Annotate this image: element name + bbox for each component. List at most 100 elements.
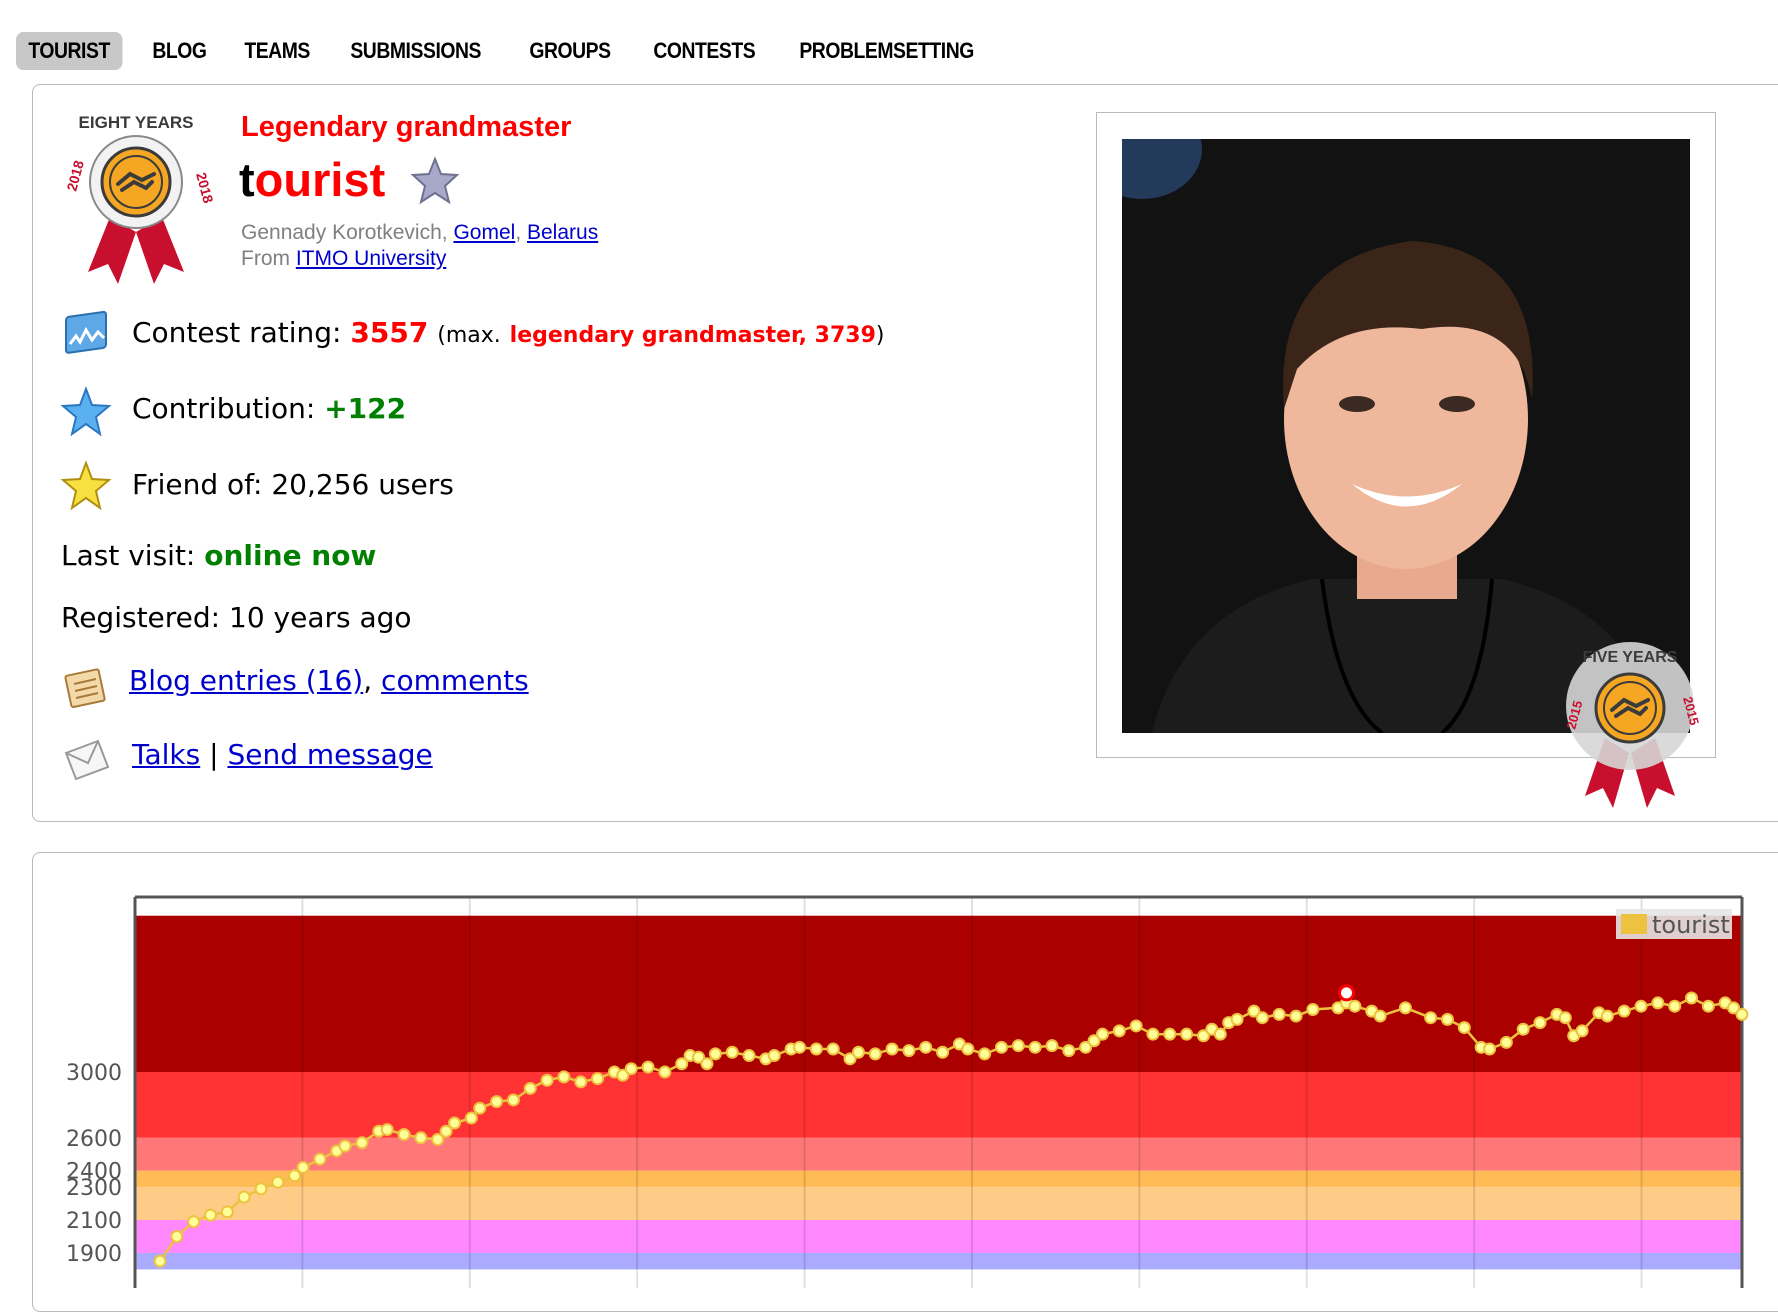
- comments-link[interactable]: comments: [381, 664, 529, 697]
- registered-row: Registered: 10 years ago: [61, 601, 412, 634]
- top-nav: TOURIST BLOG TEAMS SUBMISSIONS GROUPS CONTEST…: [16, 31, 1017, 71]
- rating-point: [288, 1169, 302, 1183]
- band-master: [135, 1187, 1742, 1221]
- user-organization: From ITMO University: [241, 247, 447, 270]
- rating-point: [380, 1123, 394, 1137]
- rating-point: [936, 1045, 950, 1059]
- rating-point: [1095, 1027, 1109, 1041]
- rating-point: [616, 1068, 630, 1082]
- rating-point: [1272, 1007, 1286, 1021]
- talks-link[interactable]: Talks: [132, 738, 201, 771]
- five-years-text: FIVE YEARS: [1583, 649, 1678, 666]
- rating-point: [1424, 1011, 1438, 1025]
- svg-text:2015: 2015: [1680, 695, 1702, 727]
- svg-text:2018: 2018: [63, 158, 87, 192]
- rating-point: [851, 1045, 865, 1059]
- rating-point: [1180, 1027, 1194, 1041]
- rating-point: [1146, 1027, 1160, 1041]
- nav-item-problemsetting[interactable]: PROBLEMSETTING: [799, 38, 975, 63]
- rating-point: [414, 1131, 428, 1145]
- rating-point: [1558, 1011, 1572, 1025]
- nav-item-contests[interactable]: CONTESTS: [652, 38, 755, 63]
- svg-text:2015: 2015: [1563, 699, 1585, 731]
- rating-point: [591, 1072, 605, 1086]
- rating-point: [203, 1208, 217, 1222]
- rating-point: [296, 1160, 310, 1174]
- rating-point: [1668, 999, 1682, 1013]
- rating-point: [254, 1182, 268, 1196]
- band-legendary-grandmaster: [135, 915, 1742, 1072]
- rating-point: [397, 1128, 411, 1142]
- rating-point: [271, 1175, 285, 1189]
- full-name: Gennady Korotkevich: [241, 221, 442, 244]
- rating-point: [1348, 999, 1362, 1013]
- rating-point: [700, 1057, 714, 1071]
- rating-point: [1457, 1021, 1471, 1035]
- send-message-link[interactable]: Send message: [227, 738, 433, 771]
- nav-item-tourist[interactable]: TOURIST: [16, 32, 123, 70]
- rating-point: [978, 1047, 992, 1061]
- rating-point: [1087, 1034, 1101, 1048]
- rating-point: [490, 1095, 504, 1109]
- rating-point: [187, 1215, 201, 1229]
- rating-point: [1499, 1035, 1513, 1049]
- y-tick-label: 2400: [66, 1160, 122, 1185]
- contest-rating-row: Contest rating: 3557 (max. legendary gra…: [132, 316, 885, 349]
- rating-point: [1701, 999, 1715, 1013]
- rating-point: [826, 1042, 840, 1056]
- rating-point: [767, 1049, 781, 1063]
- rating-point: [574, 1075, 588, 1089]
- rank-title: Legendary grandmaster: [241, 111, 572, 143]
- contribution-row: Contribution: +122: [132, 392, 407, 425]
- max-rating-marker: [1338, 984, 1355, 1002]
- y-tick-label: 2600: [66, 1127, 122, 1152]
- handle[interactable]: tourist: [239, 152, 385, 207]
- rating-point: [675, 1057, 689, 1071]
- rating-point: [355, 1136, 369, 1150]
- registered-value: 10 years ago: [229, 601, 412, 634]
- profile-box: [32, 84, 1778, 822]
- rating-point: [919, 1040, 933, 1054]
- friend-star-icon: [60, 460, 112, 511]
- last-visit-row: Last visit: online now: [61, 539, 377, 572]
- rating-point: [431, 1132, 445, 1146]
- nav-item-teams[interactable]: TEAMS: [244, 38, 311, 63]
- band-international-master: [135, 1170, 1742, 1188]
- blog-notepad-icon: [64, 668, 106, 709]
- max-rating-value: legendary grandmaster, 3739: [509, 323, 876, 348]
- rating-point: [1247, 1004, 1261, 1018]
- rating-chart-icon: [65, 310, 107, 354]
- rating-point: [1196, 1029, 1210, 1043]
- rating-point: [439, 1124, 453, 1138]
- blog-entries-link[interactable]: Blog entries (16): [129, 664, 364, 697]
- nav-item-submissions[interactable]: SUBMISSIONS: [350, 38, 481, 63]
- rating-point: [1373, 1009, 1387, 1023]
- y-tick-label: 3000: [66, 1061, 122, 1086]
- rating-point: [1533, 1016, 1547, 1030]
- rating-point: [220, 1205, 234, 1219]
- rating-point: [1483, 1042, 1497, 1056]
- rating-point: [1634, 999, 1648, 1013]
- rating-point: [961, 1042, 975, 1056]
- y-tick-label: 1900: [66, 1242, 122, 1267]
- add-friend-star-icon[interactable]: [409, 156, 461, 206]
- nav-item-blog[interactable]: BLOG: [151, 38, 207, 63]
- eight-years-badge-icon: EIGHT YEARS 2018 2018: [63, 113, 214, 284]
- rating-point: [170, 1230, 184, 1243]
- legend-swatch: [1621, 914, 1647, 934]
- nav-item-groups[interactable]: GROUPS: [529, 38, 612, 63]
- rating-point: [1575, 1024, 1589, 1038]
- eight-years-text: EIGHT YEARS: [79, 113, 194, 132]
- blog-row: Blog entries (16), comments: [129, 664, 529, 697]
- rating-point: [1398, 1001, 1412, 1015]
- y-tick-label: 2300: [66, 1176, 122, 1201]
- rating-point: [1735, 1007, 1749, 1021]
- city-link[interactable]: Gomel: [453, 221, 516, 244]
- rating-point: [1112, 1024, 1126, 1038]
- handle-rest: ourist: [254, 153, 386, 206]
- country-link[interactable]: Belarus: [527, 221, 599, 244]
- rating-point: [506, 1093, 520, 1107]
- rating-point: [708, 1047, 722, 1061]
- organization-link[interactable]: ITMO University: [295, 247, 447, 270]
